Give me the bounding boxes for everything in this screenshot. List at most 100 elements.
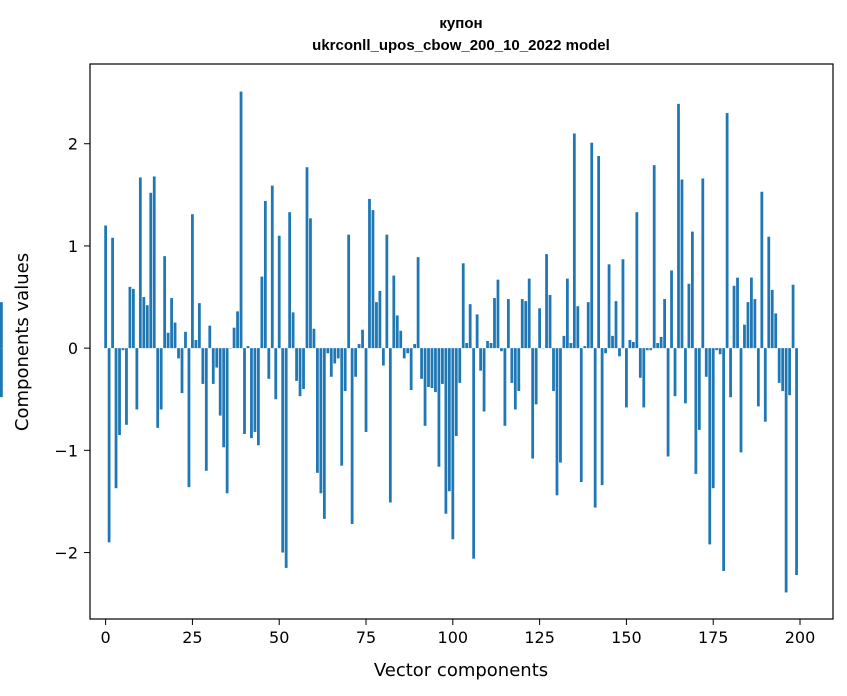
bar-3 — [114, 348, 118, 489]
y-axis-label: Components values — [12, 253, 33, 431]
bar-12 — [145, 305, 149, 349]
bar-42 — [250, 348, 253, 439]
bar-104 — [465, 343, 469, 349]
y-tick-label: 2 — [68, 135, 78, 154]
chart-title: купон — [439, 15, 482, 32]
bar-182 — [736, 277, 739, 349]
bar-1 — [107, 348, 111, 543]
bar-179 — [725, 113, 729, 349]
bar-145 — [607, 264, 611, 349]
bar-51 — [281, 348, 285, 553]
bar-70 — [347, 234, 351, 349]
bar-184 — [743, 324, 746, 349]
bar-122 — [527, 278, 531, 349]
bar-89 — [413, 344, 417, 349]
bar-76 — [368, 198, 371, 349]
bar-143 — [600, 348, 604, 486]
y-tick-label: −1 — [54, 441, 78, 460]
bar-123 — [531, 348, 535, 459]
bar-144 — [604, 348, 607, 354]
bar-95 — [434, 348, 437, 393]
bar-149 — [621, 259, 625, 349]
y-tick-label: 1 — [68, 237, 78, 256]
x-tick-label: 25 — [182, 628, 202, 647]
bar-180 — [729, 348, 732, 398]
bar-138 — [583, 346, 587, 349]
bar-55 — [295, 348, 298, 381]
bar-90 — [416, 257, 420, 349]
bar-154 — [638, 348, 642, 378]
bar-11 — [142, 297, 146, 349]
bar-73 — [357, 344, 361, 349]
bar-72 — [354, 348, 357, 377]
bar-41 — [246, 346, 250, 349]
x-axis-label: Vector components — [374, 660, 548, 681]
bar-17 — [163, 256, 167, 349]
bar-198 — [791, 284, 795, 349]
bar-107 — [475, 314, 479, 349]
bar-114 — [500, 348, 503, 352]
bar-135 — [572, 133, 576, 349]
bar-189 — [760, 191, 764, 349]
bar-166 — [680, 179, 684, 349]
bar-67 — [336, 348, 340, 359]
bar-164 — [673, 348, 677, 397]
bar-170 — [694, 348, 698, 474]
bar-113 — [496, 279, 500, 349]
bar-174 — [708, 348, 712, 545]
bar-34 — [222, 348, 226, 448]
x-tick-label: 175 — [698, 628, 729, 647]
bar-159 — [656, 343, 660, 349]
bar-63 — [322, 348, 326, 519]
x-tick-label: 125 — [524, 628, 555, 647]
bar-148 — [618, 348, 621, 357]
bar-18 — [166, 332, 170, 349]
bar-127 — [545, 254, 548, 349]
bar-66 — [333, 348, 337, 364]
bar-91 — [420, 348, 423, 379]
bar-8 — [132, 288, 135, 349]
bar-85 — [399, 330, 403, 349]
bar-173 — [704, 348, 708, 377]
bar-83 — [392, 275, 396, 349]
bar-193 — [774, 313, 778, 349]
bar-75 — [364, 348, 368, 432]
bar-168 — [687, 283, 691, 349]
bar-158 — [652, 165, 656, 349]
bar-167 — [684, 348, 687, 404]
bar-undefined — [0, 348, 3, 398]
bar-140 — [590, 142, 594, 349]
bar-110 — [486, 340, 489, 349]
bar-133 — [566, 278, 569, 349]
bar-176 — [715, 348, 719, 351]
bar-65 — [329, 348, 333, 377]
bar-82 — [388, 348, 392, 503]
bar-0 — [104, 225, 108, 349]
bar-23 — [184, 331, 187, 349]
x-tick-label: 50 — [269, 628, 289, 647]
bar-185 — [746, 302, 750, 349]
bar-165 — [677, 103, 680, 349]
bar-29 — [204, 348, 208, 471]
bar-40 — [243, 348, 246, 434]
bar-38 — [236, 311, 239, 349]
bar-21 — [177, 348, 180, 359]
bar-109 — [482, 348, 486, 412]
bar-146 — [611, 335, 614, 349]
bar-4 — [118, 348, 121, 436]
bar-98 — [444, 348, 448, 514]
bar-74 — [361, 329, 364, 349]
bar-163 — [670, 270, 673, 349]
bar-20 — [173, 322, 177, 349]
bar-195 — [781, 348, 785, 392]
x-tick-label: 75 — [356, 628, 376, 647]
bar-129 — [552, 348, 555, 392]
bar-186 — [750, 277, 753, 349]
bar-78 — [375, 302, 378, 349]
bar-61 — [316, 348, 319, 473]
bar-26 — [194, 339, 198, 349]
bar-13 — [149, 192, 153, 349]
bar-112 — [493, 298, 496, 349]
bar-121 — [524, 301, 528, 349]
